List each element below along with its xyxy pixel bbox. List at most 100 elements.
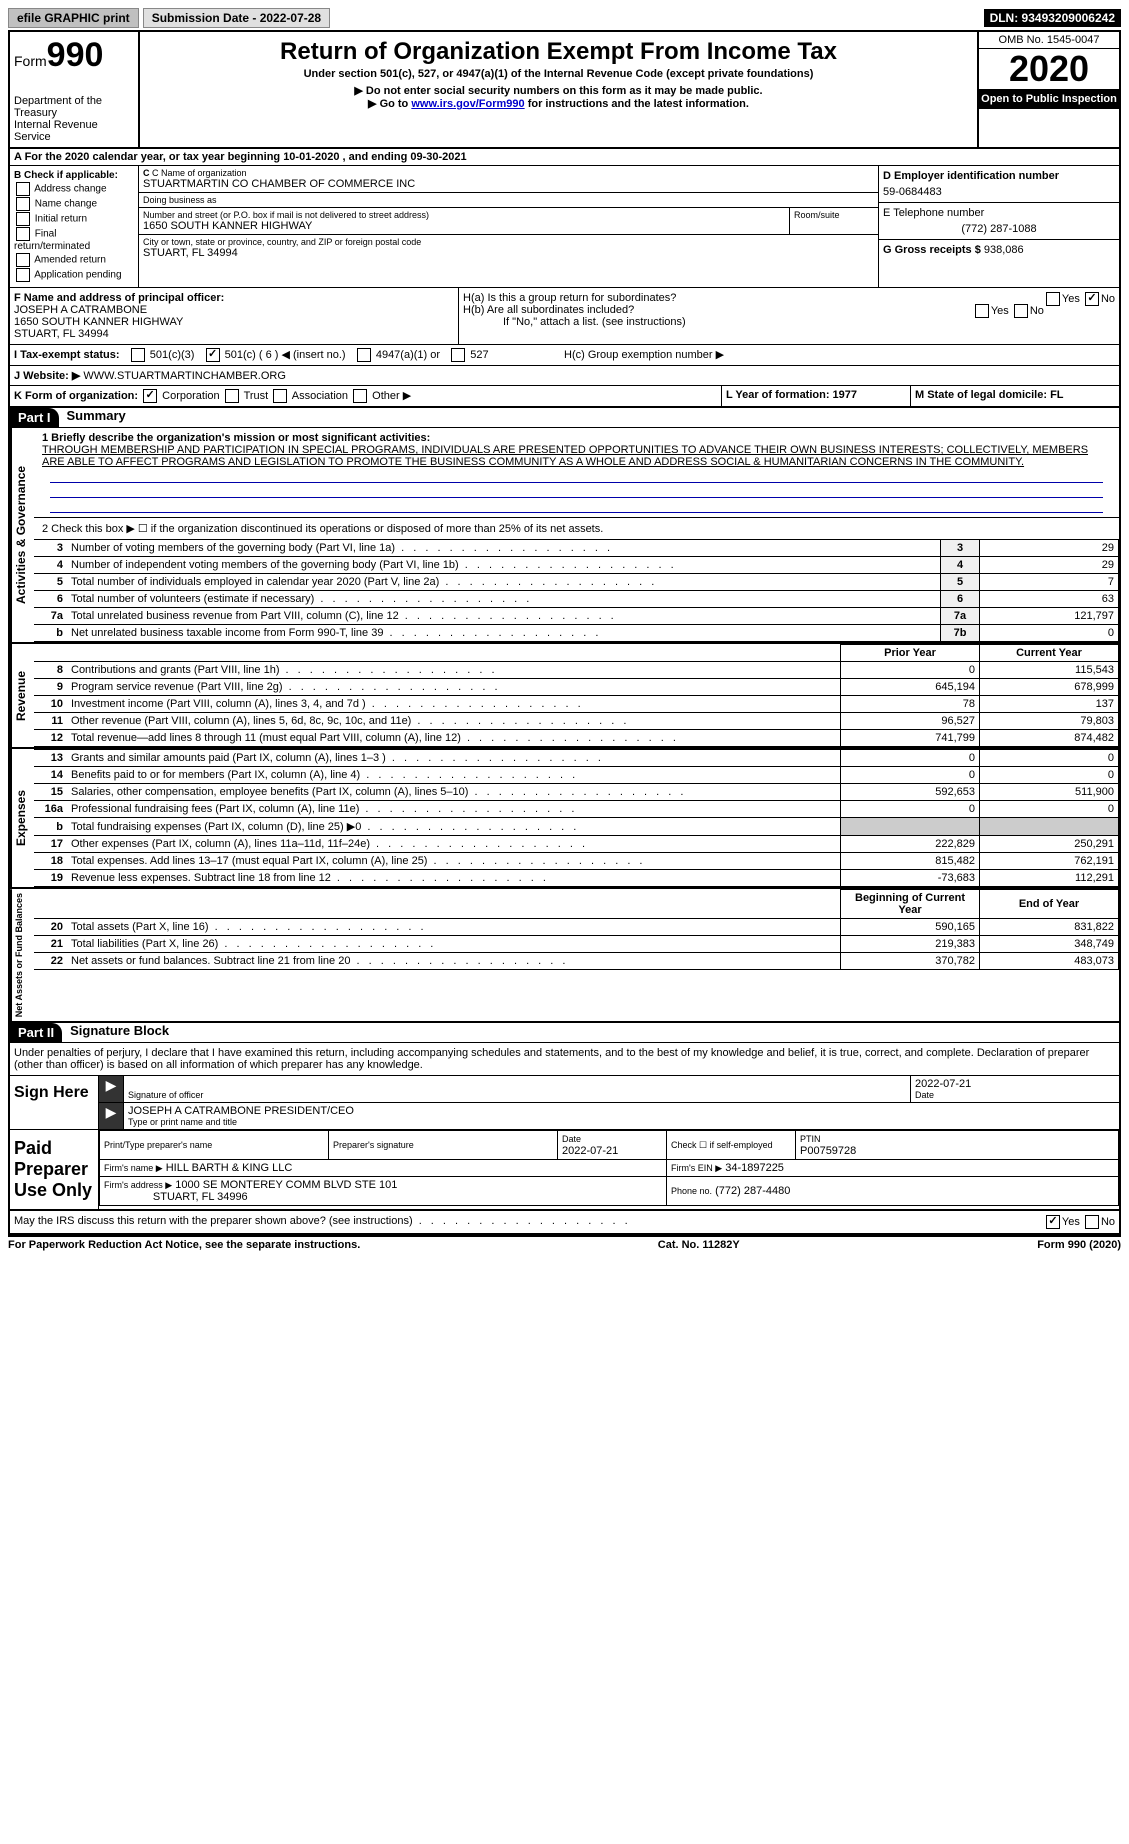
table-row: 4Number of independent voting members of… [34, 557, 1119, 574]
sig-officer-label: Signature of officer [128, 1090, 906, 1100]
hb-label: H(b) Are all subordinates included? [463, 304, 634, 316]
ha-no-checkbox[interactable] [1085, 292, 1099, 306]
mission-label: 1 Briefly describe the organization's mi… [42, 432, 430, 444]
header-center: Return of Organization Exempt From Incom… [140, 32, 977, 147]
tel-label: E Telephone number [883, 207, 984, 219]
table-row: 5Total number of individuals employed in… [34, 574, 1119, 591]
hb-yes-checkbox[interactable] [975, 304, 989, 318]
row-klm: K Form of organization: Corporation Trus… [10, 386, 1119, 408]
check-initial-return[interactable]: Initial return [14, 212, 134, 226]
part2-title: Signature Block [62, 1023, 169, 1042]
section-bcd: B Check if applicable: Address change Na… [10, 166, 1119, 288]
table-row: 7aTotal unrelated business revenue from … [34, 608, 1119, 625]
irs-link[interactable]: www.irs.gov/Form990 [411, 98, 524, 110]
check-4947[interactable] [357, 348, 371, 362]
table-row: 11Other revenue (Part VIII, column (A), … [34, 713, 1119, 730]
check-other[interactable] [353, 389, 367, 403]
end-year-header: End of Year [980, 890, 1119, 919]
open-to-public: Open to Public Inspection [979, 89, 1119, 109]
table-row: bTotal fundraising expenses (Part IX, co… [34, 818, 1119, 836]
ha-label: H(a) Is this a group return for subordin… [463, 292, 676, 304]
irs-label: Internal Revenue Service [14, 119, 134, 143]
website-label: J Website: ▶ [14, 370, 80, 382]
discuss-no-checkbox[interactable] [1085, 1215, 1099, 1229]
discuss-yes-checkbox[interactable] [1046, 1215, 1060, 1229]
officer-addr1: 1650 SOUTH KANNER HIGHWAY [14, 316, 183, 328]
expenses-label: Expenses [10, 749, 34, 887]
table-row: 12Total revenue—add lines 8 through 11 (… [34, 730, 1119, 747]
form-note2: ▶ Go to www.irs.gov/Form990 for instruct… [144, 97, 973, 110]
hb-no-checkbox[interactable] [1014, 304, 1028, 318]
city-label: City or town, state or province, country… [143, 237, 874, 247]
section-h-group: H(a) Is this a group return for subordin… [459, 288, 1119, 344]
section-fgh: F Name and address of principal officer:… [10, 288, 1119, 345]
governance-table: 3Number of voting members of the governi… [34, 539, 1119, 642]
table-row: 3Number of voting members of the governi… [34, 540, 1119, 557]
hc-label: H(c) Group exemption number ▶ [564, 348, 1115, 362]
check-501c[interactable] [206, 348, 220, 362]
table-row: 17Other expenses (Part IX, column (A), l… [34, 836, 1119, 853]
addr-label: Number and street (or P.O. box if mail i… [143, 210, 785, 220]
sign-here-label: Sign Here [10, 1076, 98, 1129]
omb-number: OMB No. 1545-0047 [979, 32, 1119, 49]
header-right: OMB No. 1545-0047 2020 Open to Public In… [977, 32, 1119, 147]
officer-label: F Name and address of principal officer: [14, 292, 224, 304]
part1-title: Summary [59, 408, 126, 427]
current-year-header: Current Year [980, 645, 1119, 662]
sig-name-label: Type or print name and title [128, 1117, 1115, 1127]
check-association[interactable] [273, 389, 287, 403]
arrow-icon: ▶ [99, 1076, 124, 1102]
gross-value: 938,086 [984, 244, 1024, 256]
check-527[interactable] [451, 348, 465, 362]
org-name: STUARTMARTIN CO CHAMBER OF COMMERCE INC [143, 178, 874, 190]
line2-checkbox-row: 2 Check this box ▶ ☐ if the organization… [34, 518, 1119, 539]
table-row: 8Contributions and grants (Part VIII, li… [34, 662, 1119, 679]
table-row: 9Program service revenue (Part VIII, lin… [34, 679, 1119, 696]
form-header: Form990 Department of the Treasury Inter… [10, 32, 1119, 149]
tax-status-label: I Tax-exempt status: [14, 349, 120, 361]
efile-button[interactable]: efile GRAPHIC print [8, 8, 139, 28]
discuss-row: May the IRS discuss this return with the… [10, 1211, 1119, 1235]
preparer-table: Print/Type preparer's name Preparer's si… [99, 1130, 1119, 1206]
room-label: Room/suite [794, 210, 874, 220]
form-container: Form990 Department of the Treasury Inter… [8, 30, 1121, 1237]
check-application-pending[interactable]: Application pending [14, 268, 134, 282]
tax-year: 2020 [979, 49, 1119, 89]
check-final-return[interactable]: Final return/terminated [14, 227, 134, 252]
check-trust[interactable] [225, 389, 239, 403]
officer-name: JOSEPH A CATRAMBONE [14, 304, 147, 316]
table-row: 19Revenue less expenses. Subtract line 1… [34, 870, 1119, 887]
top-toolbar: efile GRAPHIC print Submission Date - 20… [8, 8, 1121, 28]
check-address-change[interactable]: Address change [14, 182, 134, 196]
ein-label: D Employer identification number [883, 170, 1059, 182]
gross-label: G Gross receipts $ [883, 244, 981, 256]
column-c-org-info: C C Name of organization STUARTMARTIN CO… [139, 166, 878, 287]
begin-year-header: Beginning of Current Year [841, 890, 980, 919]
table-row: 10Investment income (Part VIII, column (… [34, 696, 1119, 713]
tel-value: (772) 287-1088 [883, 223, 1115, 235]
header-left: Form990 Department of the Treasury Inter… [10, 32, 140, 147]
dba-label: Doing business as [143, 195, 874, 205]
table-row: 21Total liabilities (Part X, line 26)219… [34, 936, 1119, 953]
form-prefix: Form [14, 53, 47, 69]
table-row: 6Total number of volunteers (estimate if… [34, 591, 1119, 608]
sig-date: 2022-07-21 [915, 1078, 1115, 1090]
form-number: 990 [47, 36, 104, 74]
paid-preparer-label: Paid Preparer Use Only [10, 1130, 98, 1209]
form-subtitle: Under section 501(c), 527, or 4947(a)(1)… [144, 68, 973, 80]
check-corporation[interactable] [143, 389, 157, 403]
page-footer: For Paperwork Reduction Act Notice, see … [8, 1237, 1121, 1253]
table-row: 18Total expenses. Add lines 13–17 (must … [34, 853, 1119, 870]
footer-left: For Paperwork Reduction Act Notice, see … [8, 1239, 360, 1251]
table-row: 16aProfessional fundraising fees (Part I… [34, 801, 1119, 818]
form-org-label: K Form of organization: [14, 390, 138, 402]
submission-date-button[interactable]: Submission Date - 2022-07-28 [143, 8, 330, 28]
check-amended-return[interactable]: Amended return [14, 253, 134, 267]
city-value: STUART, FL 34994 [143, 247, 874, 259]
discuss-label: May the IRS discuss this return with the… [14, 1215, 631, 1229]
column-d-ein: D Employer identification number 59-0684… [878, 166, 1119, 287]
check-name-change[interactable]: Name change [14, 197, 134, 211]
ha-yes-checkbox[interactable] [1046, 292, 1060, 306]
check-501c3[interactable] [131, 348, 145, 362]
table-row: 13Grants and similar amounts paid (Part … [34, 750, 1119, 767]
